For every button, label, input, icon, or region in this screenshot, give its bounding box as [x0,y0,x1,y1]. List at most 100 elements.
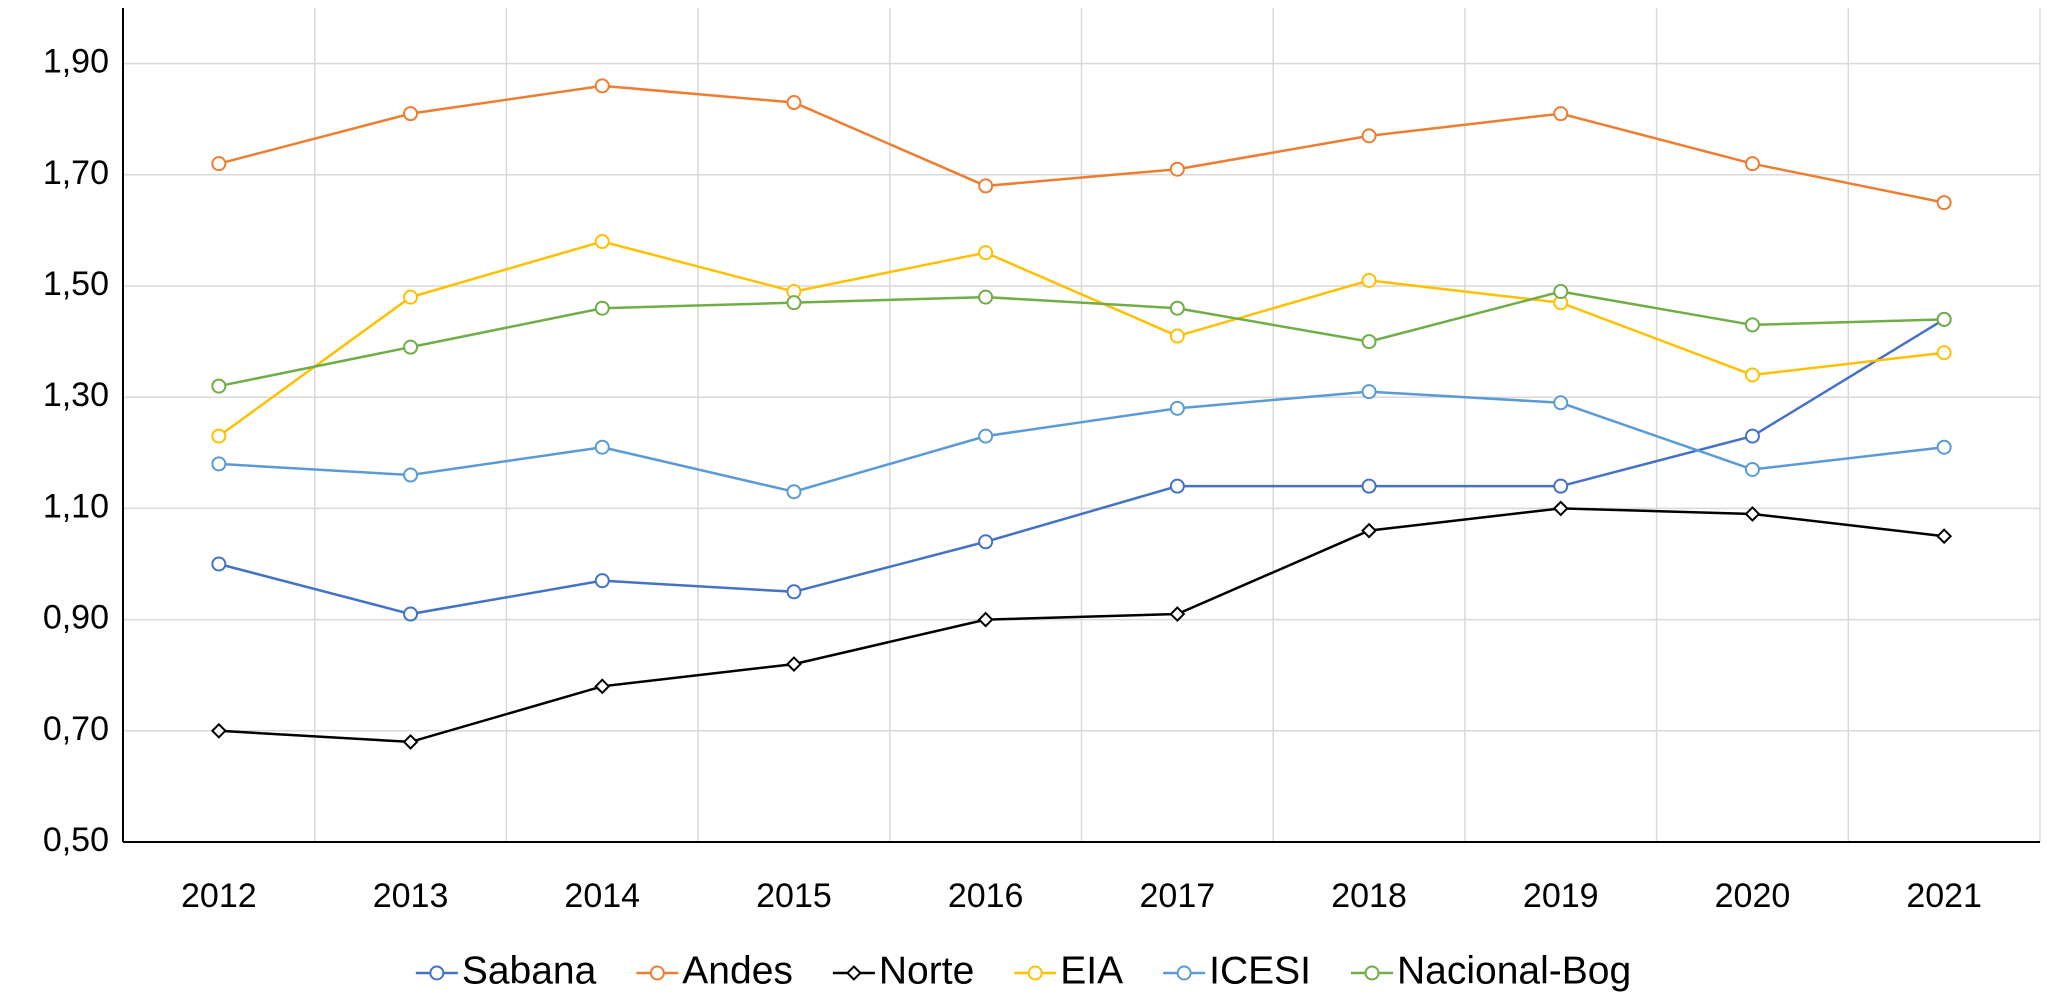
y-tick-label: 0,50 [43,821,109,859]
marker [978,428,994,444]
marker [845,965,862,981]
marker [1364,965,1380,981]
x-tick-label: 2012 [181,877,257,915]
marker [1176,965,1192,981]
line [218,507,1945,744]
line [218,390,1945,494]
x-tick-label: 2019 [1523,877,1599,915]
legend-item: Sabana [415,949,597,992]
marker [211,456,227,472]
marker [594,234,610,250]
marker [403,106,419,122]
marker [786,95,802,111]
marker [1361,128,1377,144]
legend-label: EIA [1060,949,1123,992]
marker [1936,439,1952,455]
marker [1936,345,1952,361]
legend-item: Norte [832,949,974,992]
y-tick-label: 1,50 [43,265,109,303]
marker [1553,478,1569,494]
marker [1936,528,1953,545]
y-tick-label: 1,70 [43,154,109,192]
marker [594,573,610,589]
marker [594,78,610,94]
x-tick-label: 2020 [1715,877,1791,915]
series [211,234,1952,444]
marker [210,722,227,739]
marker [1169,161,1185,177]
line [218,84,1945,204]
y-tick-label: 1,90 [43,43,109,81]
marker [1744,156,1760,172]
marker [1744,506,1761,522]
line [218,318,1945,616]
marker [211,556,227,572]
x-tick-label: 2013 [373,877,449,915]
series [211,311,1952,622]
marker [211,378,227,394]
marker [1553,395,1569,411]
x-tick-label: 2021 [1906,877,1982,915]
y-tick-label: 1,30 [43,376,109,414]
marker [649,965,665,981]
series [210,500,1953,750]
marker [978,534,994,550]
marker [1169,606,1186,622]
x-tick-label: 2015 [756,877,832,915]
series [211,284,1952,394]
marker [402,734,419,750]
marker [1361,334,1377,350]
legend-label: Norte [879,949,974,992]
legend-label: Nacional-Bog [1397,949,1631,992]
legend-item: EIA [1014,949,1123,992]
marker [1553,284,1569,300]
line [218,240,1945,438]
legend-label: Sabana [462,949,597,992]
legend-label: ICESI [1209,949,1311,992]
series [211,78,1952,211]
x-tick-label: 2016 [948,877,1024,915]
line [218,290,1945,388]
marker [978,289,994,305]
marker [211,156,227,172]
marker [1744,428,1760,444]
marker [1744,367,1760,383]
marker [403,339,419,355]
marker [1552,500,1569,517]
marker [403,606,419,622]
marker [1553,106,1569,122]
y-tick-label: 1,10 [43,487,109,525]
x-tick-label: 2018 [1331,877,1407,915]
marker [1744,461,1760,477]
marker [1936,195,1952,211]
marker [594,439,610,455]
marker [1361,478,1377,494]
marker [786,656,802,672]
marker [1169,328,1185,344]
marker [594,678,611,695]
marker [1169,400,1185,416]
marker [429,965,445,981]
legend-item: ICESI [1163,949,1311,992]
series [211,384,1952,500]
marker [403,467,419,483]
x-tick-label: 2014 [564,877,640,915]
legend-label: Andes [682,949,793,992]
marker [978,178,994,194]
marker [1361,384,1377,400]
marker [1169,478,1185,494]
y-tick-label: 0,90 [43,599,109,637]
marker [786,484,802,500]
marker [1361,522,1377,539]
marker [1027,965,1043,981]
marker [211,428,227,444]
marker [1169,300,1185,316]
marker [1361,272,1377,288]
marker [978,245,994,261]
marker [1936,311,1952,327]
marker [1744,317,1760,333]
legend-item: Andes [636,949,793,992]
marker [594,300,610,316]
marker [786,584,802,600]
